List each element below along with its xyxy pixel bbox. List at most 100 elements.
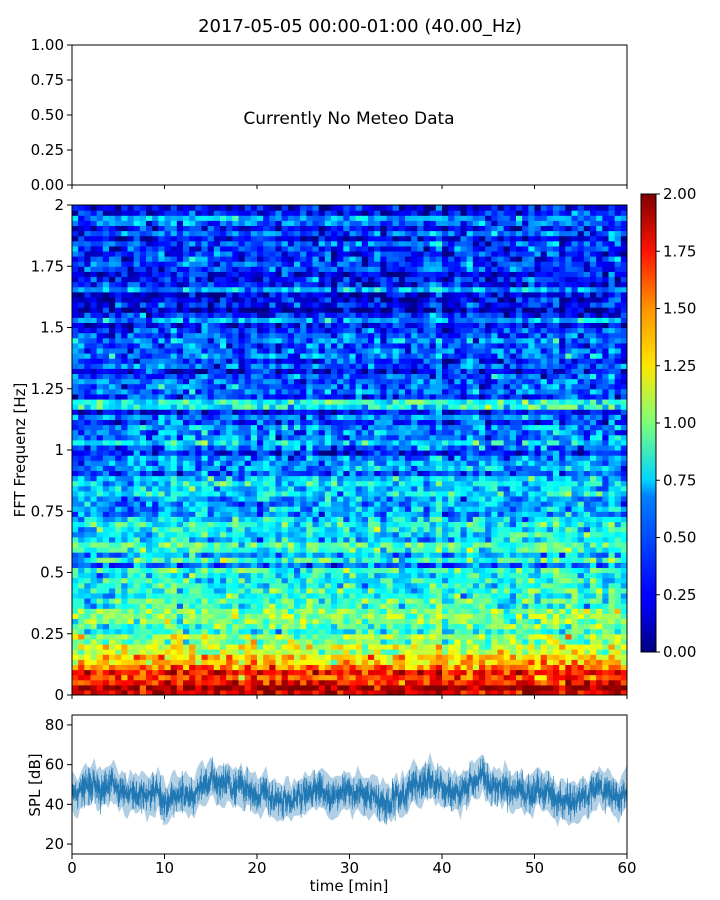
spectrogram-cell <box>374 230 381 237</box>
spectrogram-cell <box>84 633 92 640</box>
spectrogram-cell <box>306 368 314 375</box>
spectrogram-cell <box>189 444 196 451</box>
spectrogram-cell <box>368 567 375 574</box>
spectrogram-cell <box>207 296 215 303</box>
spectrogram-cell <box>281 296 289 303</box>
spectrogram-cell <box>207 312 215 318</box>
spectrogram-cell <box>133 649 141 655</box>
spectrogram-cell <box>170 618 178 625</box>
spectrogram-cell <box>158 368 166 375</box>
spectrogram-cell <box>90 659 98 665</box>
spectrogram-cell <box>361 301 369 308</box>
spectrogram-cell <box>115 266 122 272</box>
spectrogram-cell <box>355 210 363 216</box>
spectrogram-cell <box>232 664 240 671</box>
spectrogram-cell <box>287 526 295 533</box>
spectrogram-cell <box>226 460 233 466</box>
spectrogram-cell <box>250 643 258 650</box>
spectrogram-cell <box>102 404 110 410</box>
spectrogram-cell <box>115 608 122 614</box>
spectrogram-cell <box>133 603 141 609</box>
spectrogram-cell <box>115 598 122 604</box>
spectrogram-cell <box>201 363 209 369</box>
spectrogram-cell <box>361 536 369 543</box>
spectrogram-cell <box>287 327 295 334</box>
spectrogram-cell <box>109 480 116 487</box>
spectrogram-cell <box>250 250 258 257</box>
spectrogram-cell <box>238 256 246 262</box>
spectrogram-cell <box>281 210 289 216</box>
spectrogram-cell <box>84 256 92 262</box>
spectrogram-cell <box>386 439 394 446</box>
spectrogram-cell <box>152 684 159 691</box>
spectrogram-cell <box>355 414 363 420</box>
spectrogram-cell <box>127 378 135 385</box>
spectrogram-cell <box>213 266 221 272</box>
spectrogram-cell <box>72 598 79 604</box>
spectrogram-cell <box>312 572 320 579</box>
spectrogram-cell <box>269 613 277 620</box>
spectrogram-cell <box>195 419 203 426</box>
spectrogram-cell <box>263 557 270 563</box>
spectrogram-cell <box>139 638 147 645</box>
spectrogram-cell <box>244 643 252 650</box>
spectrogram-cell <box>121 649 129 655</box>
spectrogram-cell <box>355 337 363 344</box>
spectrogram-cell <box>220 562 227 568</box>
spectrogram-cell <box>374 383 381 390</box>
spectrogram-cell <box>183 312 190 318</box>
spectrogram-cell <box>109 245 116 252</box>
spectrogram-cell <box>102 373 110 380</box>
spectrogram-cell <box>300 291 307 298</box>
spectrogram-cell <box>238 301 246 308</box>
spectrogram-cell <box>133 256 141 262</box>
spectrogram-cell <box>355 332 363 339</box>
spectrogram-cell <box>300 404 307 410</box>
spectrogram-cell <box>306 271 314 278</box>
spectrogram-cell <box>213 480 221 487</box>
spectrogram-cell <box>250 475 258 482</box>
spectrogram-cell <box>109 358 116 364</box>
spectrogram-cell <box>306 296 314 303</box>
spectrogram-cell <box>355 608 363 614</box>
spectrogram-cell <box>146 562 153 568</box>
spectrogram-cell <box>90 501 98 507</box>
spectrogram-cell <box>176 633 184 640</box>
spectrogram-cell <box>337 633 344 640</box>
spectrogram-cell <box>78 557 85 563</box>
spectrogram-cell <box>349 689 357 695</box>
spectrogram-cell <box>306 587 314 594</box>
spectrogram-cell <box>189 358 196 364</box>
spectrogram-cell <box>121 536 129 543</box>
spectrogram-cell <box>220 250 227 257</box>
spectrogram-cell <box>115 567 122 574</box>
spectrogram-cell <box>183 404 190 410</box>
spectrogram-cell <box>294 450 301 456</box>
spectrogram-cell <box>146 669 153 676</box>
spectrogram-cell <box>96 531 104 538</box>
spectrogram-cell <box>324 327 332 334</box>
spectrogram-cell <box>380 608 388 614</box>
spectrogram-cell <box>386 358 394 364</box>
spectrogram-cell <box>294 240 301 247</box>
spectrogram-cell <box>380 480 388 487</box>
spectrogram-cell <box>220 628 227 635</box>
spectrogram-cell <box>109 419 116 426</box>
spectrogram-cell <box>84 210 92 216</box>
spectrogram-cell <box>368 674 375 681</box>
spectrogram-cell <box>331 281 338 288</box>
spectrogram-cell <box>207 373 215 380</box>
spectrogram-cell <box>72 419 79 426</box>
spectrogram-cell <box>306 633 314 640</box>
spectrogram-cell <box>115 603 122 609</box>
spectrogram-cell <box>386 393 394 400</box>
spectrogram-cell <box>158 567 166 574</box>
spectrogram-cell <box>127 398 135 405</box>
spectrogram-cell <box>324 240 332 247</box>
spectrogram-cell <box>158 358 166 364</box>
spectrogram-cell <box>368 557 375 563</box>
spectrogram-cell <box>318 337 326 344</box>
spectrogram-cell <box>318 363 326 369</box>
spectrogram-cell <box>189 281 196 288</box>
spectrogram-cell <box>109 613 116 620</box>
